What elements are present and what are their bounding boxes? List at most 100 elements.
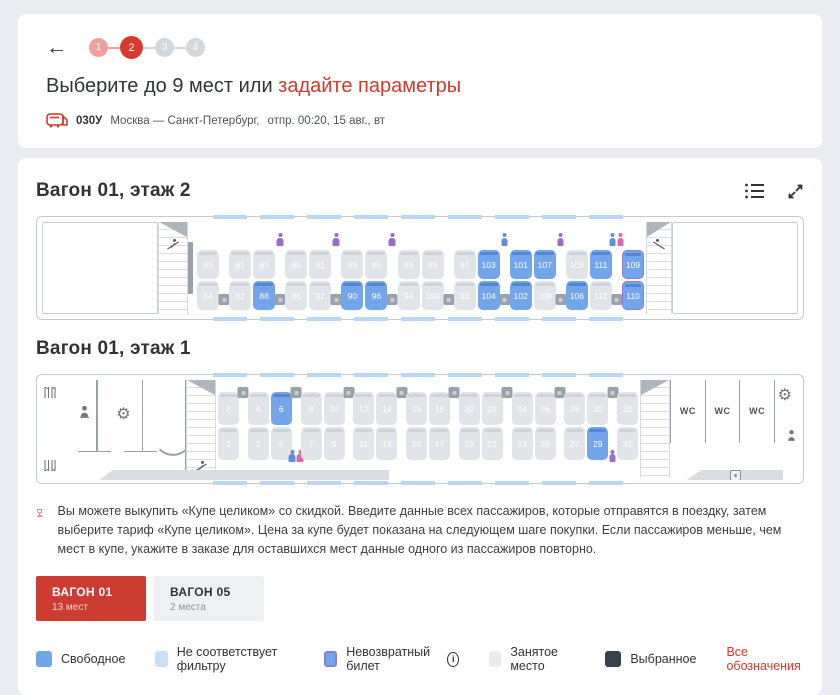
berth-column: 32 31 bbox=[617, 392, 638, 460]
floor2-title: Вагон 01, этаж 2 bbox=[36, 180, 191, 201]
seat-82: 82 bbox=[229, 281, 252, 310]
seat-106[interactable]: 106 bbox=[565, 281, 588, 310]
car-scheme-floor1: ⚙ 2 1 4 3 6 5 8 7 10 9 12 11 14 13 16 15 18 17 20 19 22 21 24 2… bbox=[36, 373, 804, 485]
stairs bbox=[640, 380, 670, 478]
compartment-divider bbox=[218, 294, 230, 305]
legend-label: Невозвратный билет bbox=[346, 645, 431, 674]
seat-91: 91 bbox=[309, 250, 332, 279]
seat-104[interactable]: 104 bbox=[477, 281, 500, 310]
berth-column: 89 90 bbox=[341, 250, 364, 310]
seat-111[interactable]: 111 bbox=[589, 250, 612, 279]
header-card: ← 1 2 3 4 Выберите до 9 мест или задайте… bbox=[18, 14, 822, 148]
seat-101[interactable]: 101 bbox=[509, 250, 532, 279]
legend-swatch-free bbox=[36, 651, 52, 668]
seat-14: 14 bbox=[376, 392, 398, 425]
female-icon bbox=[557, 233, 564, 246]
compartment-divider bbox=[607, 387, 619, 398]
wagon-tab-05[interactable]: ВАГОН 05 2 места bbox=[154, 576, 264, 622]
fullscreen-icon[interactable] bbox=[787, 183, 804, 200]
compartment-gap bbox=[396, 387, 408, 460]
list-view-icon[interactable] bbox=[745, 183, 765, 199]
compartment: 85 86 91 92 bbox=[285, 250, 332, 310]
compartment-gap bbox=[448, 387, 460, 460]
seat-30: 30 bbox=[587, 392, 609, 425]
stairs bbox=[646, 222, 672, 314]
seat-6[interactable]: 6 bbox=[270, 392, 292, 425]
wc-room: WC bbox=[740, 380, 775, 443]
stairs-person-icon bbox=[653, 238, 665, 250]
end-room bbox=[672, 222, 798, 314]
stairs-corner bbox=[647, 222, 671, 237]
legend: Свободное Не соответствует фильтру Невозвр… bbox=[36, 645, 804, 673]
legend-item-filter: Не соответствует фильтру bbox=[155, 645, 294, 673]
seat-15: 15 bbox=[406, 427, 427, 460]
floor1-title: Вагон 01, этаж 1 bbox=[36, 338, 191, 359]
wc-area: WC WC WC ⚙ bbox=[670, 380, 798, 478]
seat-84: 84 bbox=[197, 281, 219, 310]
windows-strip bbox=[213, 317, 635, 321]
compartment-divider bbox=[554, 387, 566, 398]
seat-19: 19 bbox=[458, 427, 480, 460]
seat-105: 105 bbox=[565, 250, 588, 279]
legend-swatch-occ bbox=[489, 651, 502, 668]
seat-11: 11 bbox=[353, 427, 375, 460]
berth-column: 97 98 bbox=[453, 250, 476, 310]
all-designations-link[interactable]: Все обозначения bbox=[726, 645, 801, 674]
berth-column: 105 106 bbox=[565, 250, 588, 310]
compartment: 97 98 103 104 bbox=[453, 250, 500, 310]
wagon-tab-seats: 2 места bbox=[170, 602, 206, 614]
seat-112: 112 bbox=[589, 281, 612, 310]
seat-25: 25 bbox=[534, 427, 556, 460]
train-number: 030У bbox=[76, 114, 103, 127]
compartment: 101 102 107 108 bbox=[509, 250, 556, 310]
step-2-active: 2 bbox=[120, 36, 143, 59]
male-icon bbox=[609, 233, 616, 246]
compartment-divider bbox=[611, 294, 623, 305]
berth-column: 95 96 bbox=[365, 250, 388, 310]
seat-88[interactable]: 88 bbox=[253, 281, 276, 310]
male-icon bbox=[289, 450, 296, 463]
berth-column: 93 94 bbox=[397, 250, 420, 310]
berth-column: 30 29 bbox=[587, 392, 609, 460]
door-arc bbox=[158, 435, 188, 465]
seat-110[interactable]: 110 bbox=[622, 281, 644, 310]
seat-28: 28 bbox=[564, 392, 586, 425]
male-icon bbox=[501, 233, 508, 246]
legend-swatch-filter bbox=[155, 651, 168, 668]
compartment-gap bbox=[289, 387, 302, 463]
seat-29[interactable]: 29 bbox=[587, 427, 609, 460]
stairs-person-icon bbox=[195, 460, 207, 472]
legend-label: Не соответствует фильтру bbox=[176, 645, 278, 674]
seats-floor1: 2 1 4 3 6 5 8 7 10 9 12 11 14 13 16 15 18 17 20 19 22 21 24 23 2… bbox=[216, 380, 640, 478]
seat-107[interactable]: 107 bbox=[533, 250, 556, 279]
compartment-gap bbox=[237, 387, 249, 460]
stairs-person-icon bbox=[167, 238, 179, 250]
berth-column: 103 104 bbox=[477, 250, 500, 310]
seat-103[interactable]: 103 bbox=[477, 250, 500, 279]
seat-16: 16 bbox=[406, 392, 427, 425]
wagon-tab-label: ВАГОН 01 bbox=[52, 585, 113, 600]
compartment: 32 31 bbox=[617, 392, 638, 460]
seat-96[interactable]: 96 bbox=[365, 281, 388, 310]
compartment-divider bbox=[501, 387, 513, 398]
seat-102[interactable]: 102 bbox=[509, 281, 532, 310]
wagon-tab-01[interactable]: ВАГОН 01 13 мест bbox=[36, 576, 146, 622]
berth-column: 85 86 bbox=[285, 250, 308, 310]
train-departure: отпр. 00:20, 15 авг., вт bbox=[267, 114, 386, 127]
seat-90[interactable]: 90 bbox=[341, 281, 364, 310]
seat-109[interactable]: 109 bbox=[622, 250, 644, 279]
compartment: 93 94 99 100 bbox=[397, 250, 444, 310]
seat-81: 81 bbox=[229, 250, 252, 279]
seat-85: 85 bbox=[285, 250, 308, 279]
berth-column: 109 110 bbox=[622, 250, 644, 310]
set-parameters-link[interactable]: задайте параметры bbox=[278, 75, 462, 97]
back-arrow-icon[interactable]: ← bbox=[46, 36, 67, 59]
seat-3: 3 bbox=[247, 427, 269, 460]
info-icon[interactable]: i bbox=[447, 651, 460, 667]
wc-rooms: WC WC WC bbox=[670, 380, 775, 443]
boiler-icon bbox=[729, 470, 741, 480]
